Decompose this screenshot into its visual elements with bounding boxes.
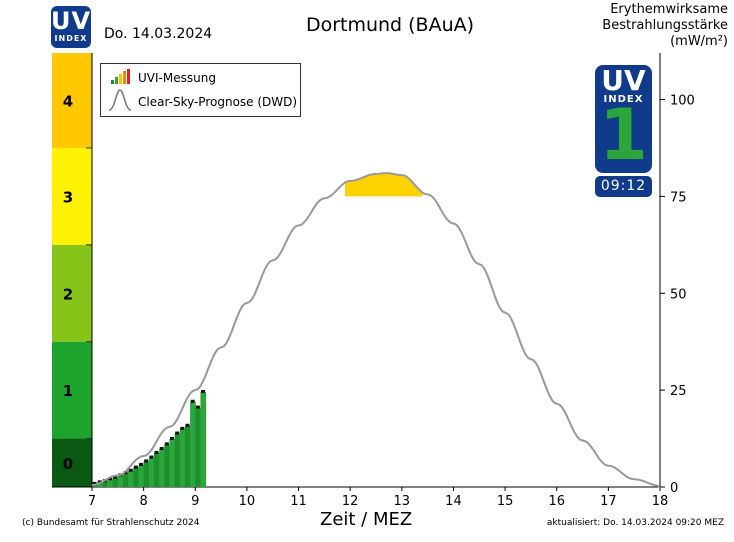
measurement-bar <box>179 428 186 487</box>
uvi-band-1 <box>52 341 92 439</box>
y-tick-label-75: 75 <box>670 190 687 205</box>
x-tick-label-18: 18 <box>652 494 669 509</box>
uvi-band-label-3: 3 <box>63 188 73 206</box>
y-tick-label-50: 50 <box>670 287 687 302</box>
copyright-text: (c) Bundesamt für Strahlenschutz 2024 <box>22 518 200 528</box>
x-tick-label-14: 14 <box>445 494 462 509</box>
measurement-point <box>92 481 97 485</box>
uvi-bars-icon <box>111 69 130 84</box>
measurement-point <box>108 477 113 481</box>
measurement-point <box>149 455 154 459</box>
y-tick-label-0: 0 <box>670 481 678 496</box>
legend: UVI-Messung Clear-Sky-Prognose (DWD) <box>100 63 301 117</box>
chart-title: Dortmund (BAuA) <box>305 14 475 36</box>
right-axis-label: Erythemwirksame Bestrahlungsstärke (mW/m… <box>602 2 728 50</box>
legend-icons <box>108 69 132 111</box>
uvi-band-3 <box>52 147 92 245</box>
uvi-band-2 <box>52 244 92 342</box>
logo-uv-text: UV <box>51 7 92 35</box>
measurement-bar <box>138 464 145 487</box>
x-tick-label-13: 13 <box>394 494 411 509</box>
x-tick-label-11: 11 <box>290 494 307 509</box>
y-tick-label-25: 25 <box>670 384 687 399</box>
uvi-band-label-1: 1 <box>63 382 73 400</box>
measurement-point <box>195 405 200 409</box>
measurement-point <box>133 465 138 469</box>
measurement-point <box>164 442 169 446</box>
updated-text: aktualisiert: Do. 14.03.2024 09:20 MEZ <box>546 518 724 528</box>
x-tick-label-9: 9 <box>191 494 199 509</box>
legend-measurement-label: UVI-Messung <box>138 71 216 85</box>
badge-uv-text: UV <box>601 64 646 97</box>
uv-index-logo: UV INDEX <box>51 6 91 48</box>
measurement-point <box>97 480 102 484</box>
measurement-bar <box>143 461 150 487</box>
y-tick-label-100: 100 <box>670 94 695 109</box>
measurement-bar <box>128 470 134 487</box>
measurement-bar <box>174 433 181 487</box>
x-tick-label-17: 17 <box>600 494 617 509</box>
measurement-bar <box>102 481 108 487</box>
badge-index-text: INDEX <box>603 94 644 105</box>
measurement-bar <box>184 425 191 487</box>
bell-curve-icon <box>108 89 132 111</box>
measurement-bar <box>159 449 165 487</box>
measurement-bar <box>200 392 207 487</box>
measurement-bar <box>153 452 160 487</box>
logo-index-text: INDEX <box>54 34 88 43</box>
measurement-point <box>144 459 149 463</box>
measurement-point <box>175 431 180 435</box>
measurement-point <box>128 468 133 472</box>
uvi-band-label-0: 0 <box>63 455 73 473</box>
x-tick-label-15: 15 <box>497 494 514 509</box>
x-tick-label-7: 7 <box>88 494 96 509</box>
x-tick-label-8: 8 <box>139 494 147 509</box>
measurement-bar <box>169 438 176 487</box>
measurement-bar <box>97 482 103 487</box>
measurement-bar <box>164 444 170 487</box>
measurement-bar <box>112 477 119 487</box>
measurement-point <box>154 450 159 454</box>
x-axis-title: Zeit / MEZ <box>320 509 413 530</box>
measurement-bar <box>122 473 129 487</box>
measurement-bar <box>107 479 114 487</box>
measurement-point <box>185 423 190 427</box>
uvi-band-0 <box>52 438 92 487</box>
measurement-point <box>139 462 144 466</box>
measurement-bar <box>117 475 124 487</box>
measurement-bar <box>190 401 196 487</box>
measurement-point <box>159 447 164 451</box>
right-axis-label-line2: Bestrahlungsstärke <box>602 18 728 33</box>
x-tick-label-12: 12 <box>342 494 359 509</box>
x-tick-label-10: 10 <box>239 494 256 509</box>
date-label: Do. 14.03.2024 <box>104 26 213 42</box>
uvi-band-label-4: 4 <box>63 92 73 110</box>
measurement-point <box>201 390 206 394</box>
forecast-peak-highlight <box>345 173 423 197</box>
right-axis-label-line1: Erythemwirksame <box>610 2 728 17</box>
forecast-line <box>91 172 661 488</box>
x-tick-label-16: 16 <box>548 494 565 509</box>
badge-time: 09:12 <box>595 176 652 197</box>
measurement-point <box>113 475 118 479</box>
current-uv-badge: UV INDEX 1 <box>595 65 652 173</box>
uvi-band-label-2: 2 <box>63 285 73 303</box>
measurement-bar <box>133 467 139 487</box>
uvi-band-4 <box>52 53 92 148</box>
measurement-point <box>180 426 185 430</box>
legend-forecast-label: Clear-Sky-Prognose (DWD) <box>138 95 298 109</box>
right-axis-label-line3: (mW/m²) <box>670 34 728 49</box>
measurement-point <box>190 399 195 403</box>
measurement-bar <box>148 457 155 487</box>
measurement-point <box>170 436 175 440</box>
measurement-bar <box>195 407 201 487</box>
badge-uv-value: 1 <box>599 94 648 176</box>
